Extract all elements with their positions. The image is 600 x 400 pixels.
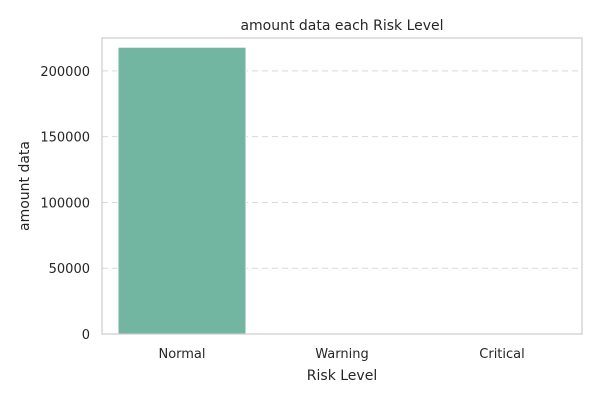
y-tick-label: 50000 xyxy=(49,262,90,277)
x-tick-label: Critical xyxy=(479,347,524,362)
bars xyxy=(117,46,247,335)
chart-title: amount data each Risk Level xyxy=(240,18,443,34)
plot-frame xyxy=(101,37,583,335)
bar-normal xyxy=(117,46,247,335)
y-axis-label: amount data xyxy=(17,141,33,231)
x-tick-label: Warning xyxy=(315,347,368,362)
y-tick-label: 150000 xyxy=(40,131,90,146)
y-tick-label: 200000 xyxy=(40,65,90,80)
x-axis-label: Risk Level xyxy=(307,368,377,384)
y-tick-label: 100000 xyxy=(40,196,90,211)
x-axis-ticks: Normal Warning Critical xyxy=(158,347,524,362)
y-axis-ticks: 0 50000 100000 150000 200000 xyxy=(40,65,90,343)
y-tick-label: 0 xyxy=(82,328,90,343)
x-tick-label: Normal xyxy=(158,347,205,362)
